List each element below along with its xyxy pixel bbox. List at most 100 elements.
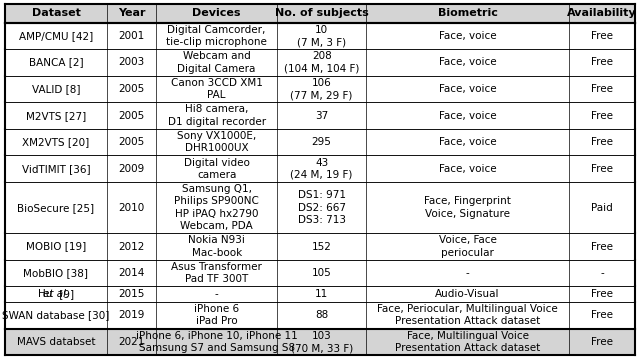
Bar (156, 286, 277, 302)
Bar (277, 155, 366, 182)
Text: Year: Year (118, 9, 145, 19)
Text: Availability: Availability (567, 9, 637, 19)
Text: Biometric: Biometric (438, 9, 497, 19)
Bar (107, 233, 156, 260)
Text: 88: 88 (315, 310, 328, 320)
Bar (570, 260, 635, 286)
Bar (570, 286, 635, 302)
Text: Face, voice: Face, voice (439, 31, 497, 41)
Text: 2014: 2014 (118, 268, 145, 278)
Bar (570, 4, 635, 23)
Text: 11: 11 (315, 289, 328, 299)
Bar (156, 233, 277, 260)
Text: Hu: Hu (38, 289, 56, 299)
Bar (366, 4, 570, 23)
Bar (5, 23, 107, 49)
Text: SWAN database [30]: SWAN database [30] (3, 310, 109, 320)
Text: -: - (600, 268, 604, 278)
Bar (277, 4, 366, 23)
Bar (5, 260, 107, 286)
Bar (156, 102, 277, 129)
Bar (277, 76, 366, 102)
Text: Face, voice: Face, voice (439, 84, 497, 94)
Bar (107, 49, 156, 76)
Bar (107, 4, 156, 23)
Bar (366, 76, 570, 102)
Text: Voice, Face
periocular: Voice, Face periocular (438, 236, 497, 258)
Text: Face, voice: Face, voice (439, 137, 497, 147)
Text: iPhone 6
iPad Pro: iPhone 6 iPad Pro (194, 304, 239, 326)
Bar (570, 233, 635, 260)
Text: 152: 152 (312, 242, 332, 252)
Bar (107, 76, 156, 102)
Text: Free: Free (591, 84, 613, 94)
Bar (277, 49, 366, 76)
Text: No. of subjects: No. of subjects (275, 9, 369, 19)
Bar (277, 182, 366, 233)
Text: Face, voice: Face, voice (439, 164, 497, 174)
Bar (277, 129, 366, 155)
Text: 2012: 2012 (118, 242, 145, 252)
Text: DS1: 971
DS2: 667
DS3: 713: DS1: 971 DS2: 667 DS3: 713 (298, 190, 346, 225)
Text: Free: Free (591, 242, 613, 252)
Bar (5, 49, 107, 76)
Text: Samsung Q1,
Philips SP900NC
HP iPAQ hx2790
Webcam, PDA: Samsung Q1, Philips SP900NC HP iPAQ hx27… (174, 184, 259, 231)
Bar (156, 76, 277, 102)
Text: Free: Free (591, 289, 613, 299)
Bar (156, 49, 277, 76)
Bar (366, 286, 570, 302)
Bar (5, 129, 107, 155)
Bar (107, 155, 156, 182)
Bar (156, 23, 277, 49)
Text: Hi8 camera,
D1 digital recorder: Hi8 camera, D1 digital recorder (168, 105, 266, 127)
Text: iPhone 6, iPhone 10, iPhone 11
Samsung S7 and Samsung S8: iPhone 6, iPhone 10, iPhone 11 Samsung S… (136, 331, 298, 353)
Text: Canon 3CCD XM1
PAL: Canon 3CCD XM1 PAL (171, 78, 262, 100)
Text: 2015: 2015 (118, 289, 145, 299)
Text: Free: Free (591, 111, 613, 121)
Bar (156, 260, 277, 286)
Text: Paid: Paid (591, 203, 613, 213)
Bar (366, 23, 570, 49)
Bar (5, 182, 107, 233)
Text: 2005: 2005 (118, 137, 145, 147)
Bar (570, 155, 635, 182)
Bar (277, 102, 366, 129)
Text: Free: Free (591, 337, 613, 347)
Bar (277, 23, 366, 49)
Text: Face, Periocular, Multilingual Voice
Presentation Attack dataset: Face, Periocular, Multilingual Voice Pre… (377, 304, 558, 326)
Bar (107, 260, 156, 286)
Text: Face, voice: Face, voice (439, 111, 497, 121)
Bar (107, 286, 156, 302)
Bar (5, 233, 107, 260)
Text: BANCA [2]: BANCA [2] (29, 58, 83, 67)
Text: 37: 37 (315, 111, 328, 121)
Text: 10
(7 M, 3 F): 10 (7 M, 3 F) (297, 25, 346, 47)
Bar (156, 329, 277, 355)
Text: Face, Fingerprint
Voice, Signature: Face, Fingerprint Voice, Signature (424, 197, 511, 219)
Text: XM2VTS [20]: XM2VTS [20] (22, 137, 90, 147)
Bar (570, 302, 635, 329)
Bar (156, 4, 277, 23)
Bar (107, 102, 156, 129)
Bar (570, 76, 635, 102)
Text: 2005: 2005 (118, 84, 145, 94)
Text: 43
(24 M, 19 F): 43 (24 M, 19 F) (291, 158, 353, 180)
Text: 2005: 2005 (118, 111, 145, 121)
Text: Nokia N93i
Mac-book: Nokia N93i Mac-book (188, 236, 245, 258)
Text: M2VTS [27]: M2VTS [27] (26, 111, 86, 121)
Text: 2021: 2021 (118, 337, 145, 347)
Text: MobBIO [38]: MobBIO [38] (24, 268, 88, 278)
Text: 2010: 2010 (118, 203, 145, 213)
Text: Dataset: Dataset (31, 9, 81, 19)
Bar (107, 302, 156, 329)
Bar (5, 76, 107, 102)
Text: AMP/CMU [42]: AMP/CMU [42] (19, 31, 93, 41)
Text: Face, Multilingual Voice
Presentation Attack dataset: Face, Multilingual Voice Presentation At… (395, 331, 540, 353)
Text: MOBIO [19]: MOBIO [19] (26, 242, 86, 252)
Text: Free: Free (591, 137, 613, 147)
Bar (156, 155, 277, 182)
Text: 2019: 2019 (118, 310, 145, 320)
Bar (107, 129, 156, 155)
Bar (5, 4, 107, 23)
Text: Free: Free (591, 58, 613, 67)
